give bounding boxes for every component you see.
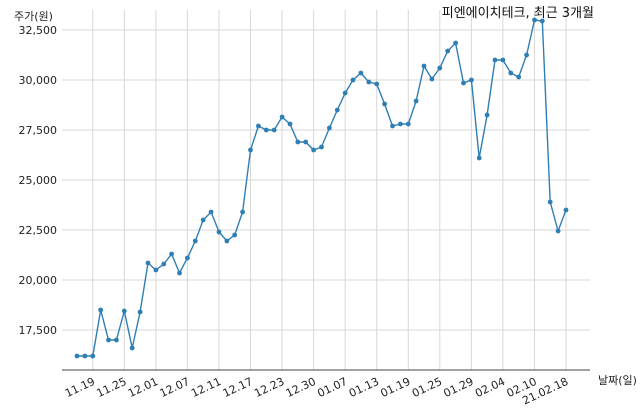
y-tick-label: 20,000 [19,274,58,287]
y-tick-label: 30,000 [19,74,58,87]
y-tick-label: 22,500 [19,224,58,237]
x-tick-label: 01.07 [315,375,349,400]
data-point [469,77,474,83]
data-point [476,155,482,161]
x-tick-label: 12.17 [221,375,255,400]
data-point [303,139,309,145]
x-tick-label: 02.04 [473,375,507,400]
data-point [208,209,214,215]
data-point [137,309,143,315]
data-point [429,76,435,82]
data-point [334,107,340,113]
data-point [445,48,451,54]
data-point [484,112,490,118]
x-tick-label: 12.23 [252,375,286,400]
data-point [82,353,88,359]
data-point [421,63,427,69]
x-tick-label: 12.11 [189,375,223,400]
data-point [453,40,458,46]
data-point [382,101,387,107]
data-point [508,70,514,76]
x-axis-label: 날짜(일) [598,373,637,387]
data-point [311,147,316,153]
data-point [405,121,411,127]
data-point [319,144,324,150]
data-point [224,238,230,244]
x-tick-label: 11.25 [95,375,129,400]
data-point [106,337,111,343]
data-point [169,251,175,257]
data-point [145,260,151,266]
data-point [461,80,466,86]
data-point [374,81,380,87]
data-point [263,127,269,133]
y-tick-labels: 17,500 20,000 22,500 25,000 27,500 30,000 32,5… [19,24,58,337]
x-tick-label: 12.07 [158,375,192,400]
data-point [271,127,277,133]
data-point [547,199,553,205]
data-point [555,228,561,234]
data-point [90,353,96,359]
price-series-line [77,19,567,357]
data-point [200,217,206,223]
data-point [256,123,261,129]
data-point [232,232,238,238]
data-point [216,229,222,235]
data-point [279,114,285,120]
y-tick-label: 32,500 [19,24,58,37]
data-point [350,77,356,83]
data-point [539,18,545,24]
x-tick-label: 01.19 [378,375,412,400]
x-tick-labels: 11.1911.2512.0112.0712.1112.1712.2312.30… [63,375,570,407]
x-tick-label: 12.01 [126,375,160,400]
data-point [161,261,167,267]
data-point [532,17,537,23]
data-point [342,90,348,96]
data-point [390,123,395,129]
y-tick-label: 17,500 [19,324,58,337]
x-tick-label: 01.29 [442,375,476,400]
data-point [398,121,403,127]
price-points [74,17,569,359]
data-point [98,307,104,313]
x-tick-label: 11.19 [63,375,97,400]
data-point [563,207,569,213]
data-point [437,65,443,71]
data-point [121,308,127,314]
data-point [500,57,506,63]
grid-lines [62,10,590,370]
data-point [248,147,253,153]
data-point [413,98,419,104]
data-point [192,238,198,244]
data-point [185,255,190,261]
data-point [129,345,135,351]
data-point [327,125,332,131]
data-point [516,74,522,80]
y-tick-label: 25,000 [19,174,58,187]
y-tick-label: 27,500 [19,124,58,137]
data-point [295,139,301,145]
data-point [524,52,529,58]
chart-title: 피엔에이치테크, 최근 3개월 [442,6,594,21]
data-point [74,353,80,359]
data-point [114,337,119,343]
x-tick-label: 01.13 [347,375,381,400]
y-axis-label: 주가(원) [14,10,53,23]
x-tick-label: 12.30 [284,375,318,400]
data-point [177,270,182,276]
data-point [358,70,364,76]
data-point [492,57,498,63]
data-point [366,79,372,85]
data-point [153,267,159,273]
data-point [287,121,293,127]
x-tick-label: 01.25 [410,375,444,400]
data-point [240,209,246,215]
